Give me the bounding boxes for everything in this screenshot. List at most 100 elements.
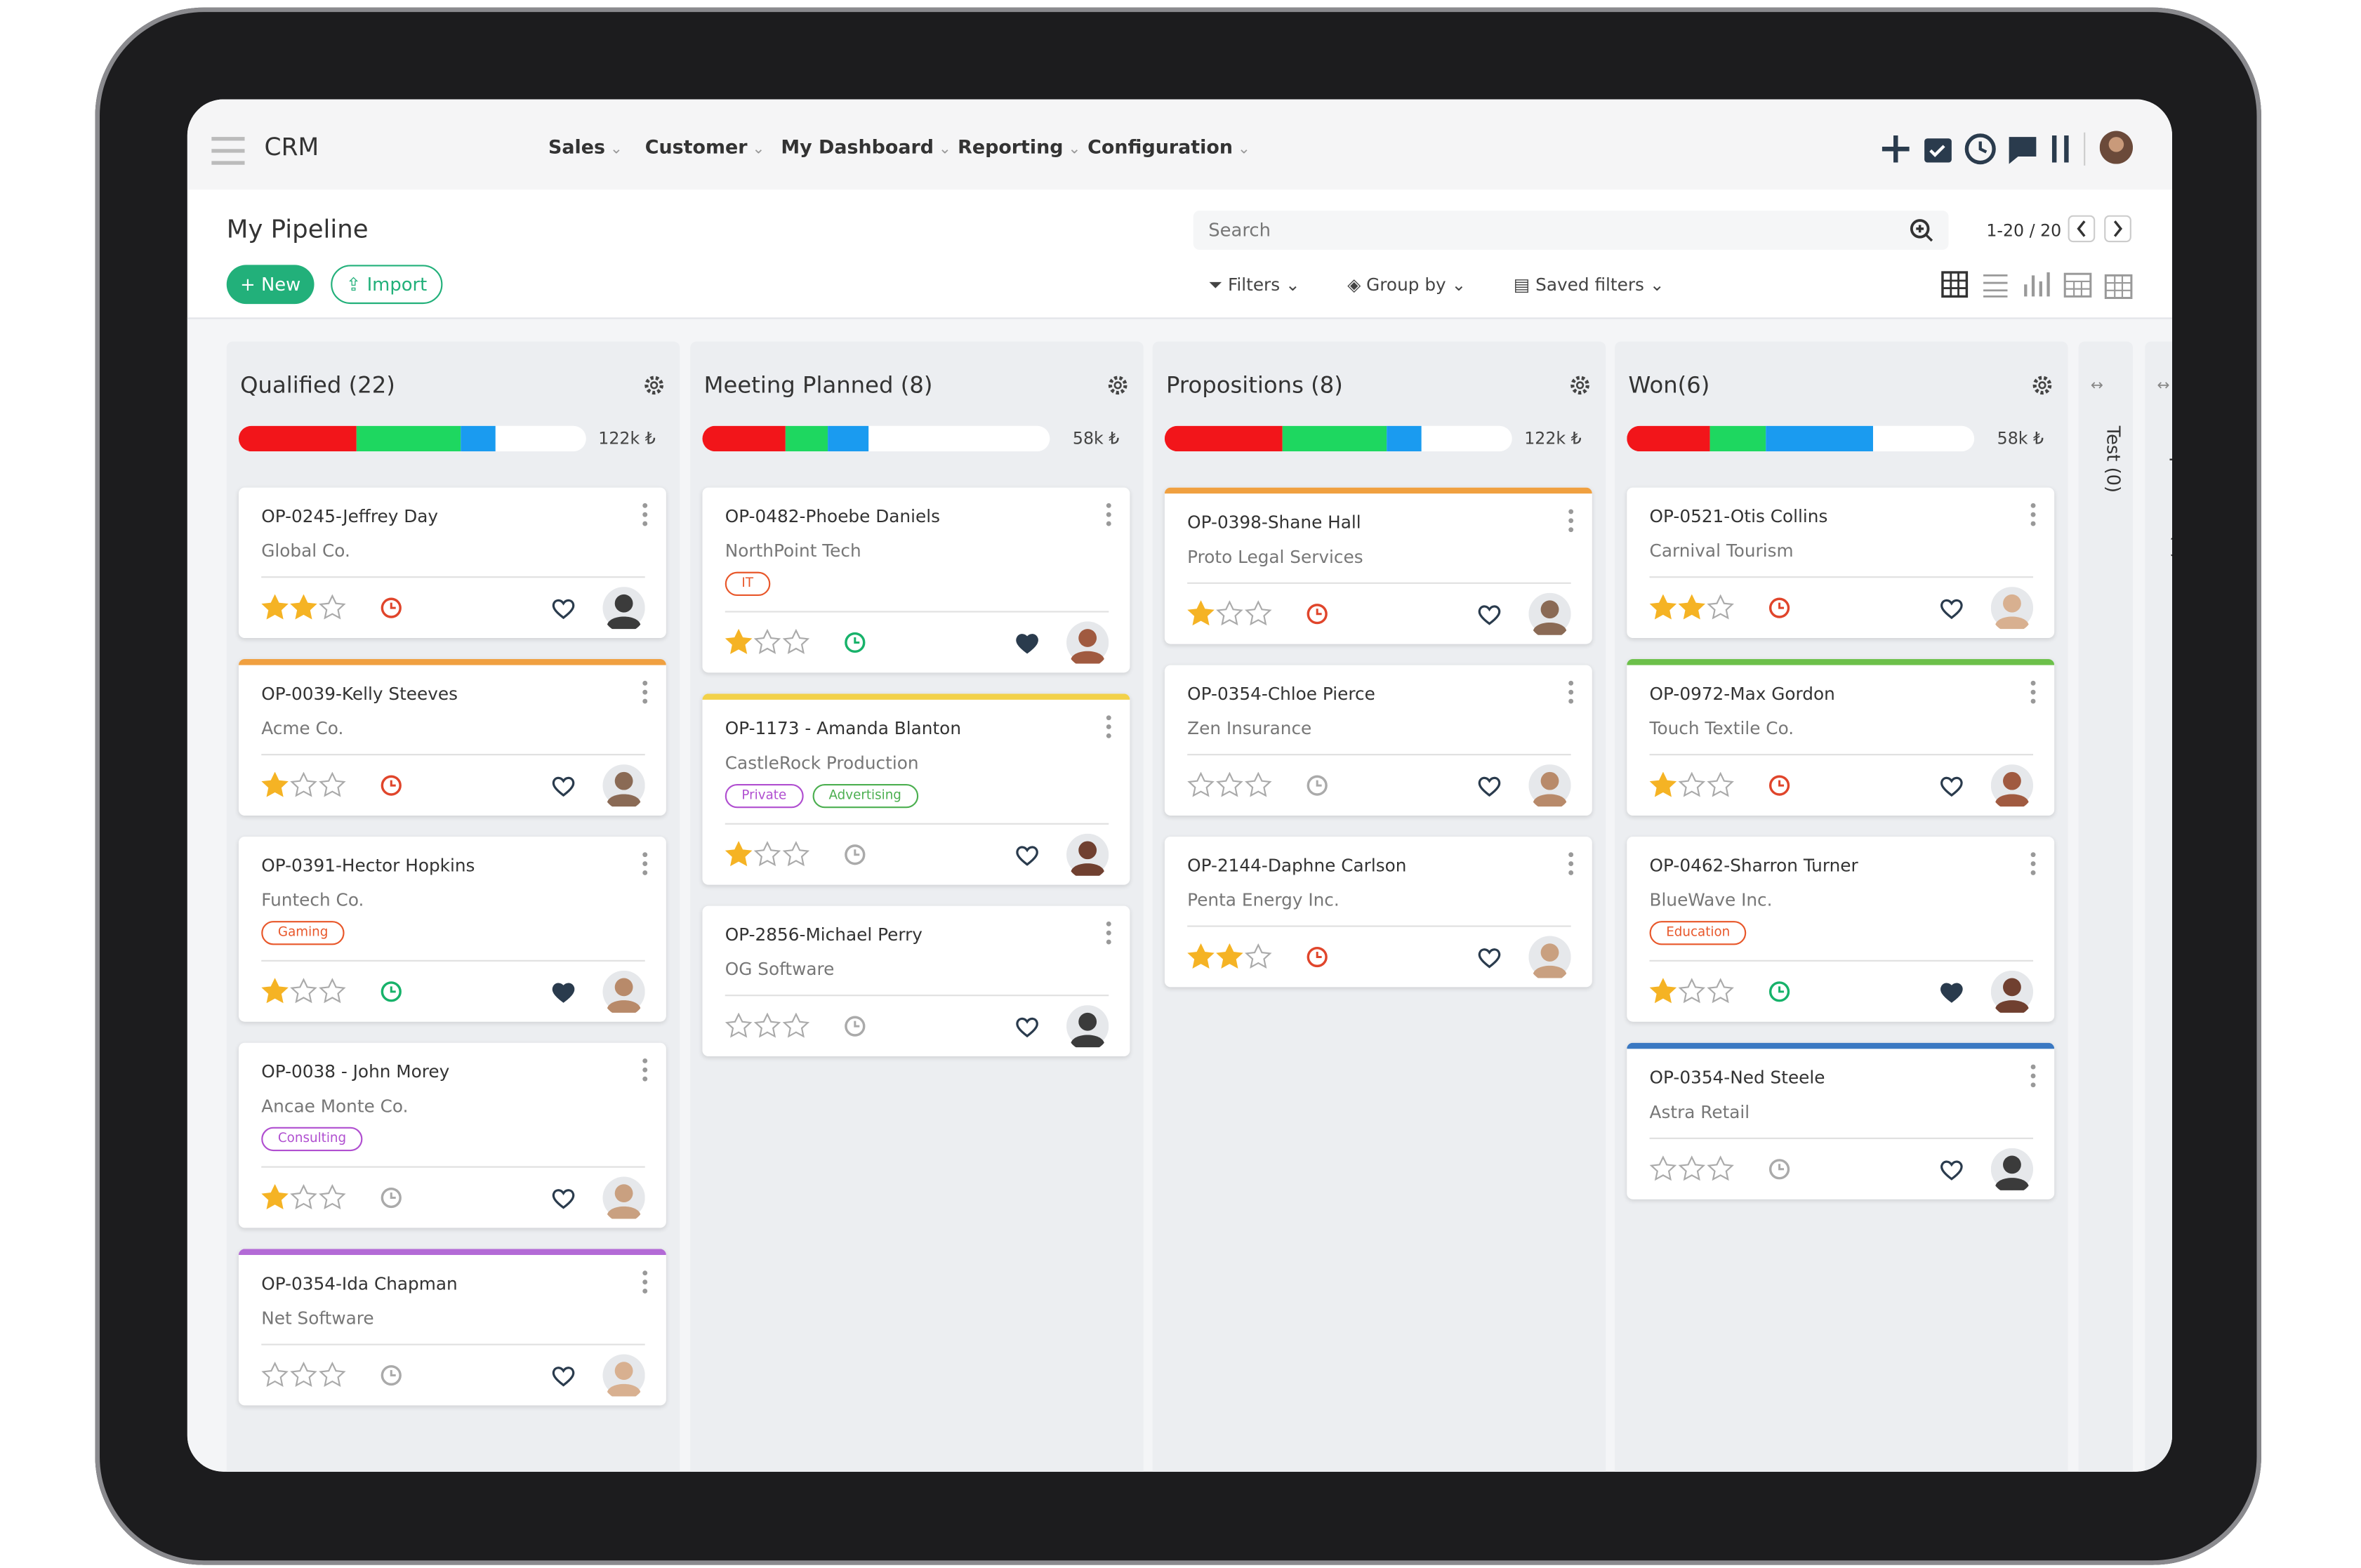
rating[interactable]: [725, 841, 816, 868]
opportunity-card[interactable]: OP-0462-Sharron Turner BlueWave Inc. Educa…: [1627, 837, 2055, 1022]
group-by[interactable]: ◈ Group by ⌄: [1347, 274, 1467, 295]
column-settings[interactable]: [1570, 375, 1591, 396]
opportunity-card[interactable]: OP-0972-Max Gordon Touch Textile Co.: [1627, 659, 2055, 816]
opportunity-card[interactable]: OP-1173 - Amanda Blanton CastleRock Produ…: [702, 693, 1130, 885]
card-menu[interactable]: [2030, 680, 2037, 707]
assignee-avatar[interactable]: [1990, 764, 2034, 807]
activity-clock[interactable]: [379, 1185, 403, 1209]
opportunity-card[interactable]: OP-0398-Shane Hall Proto Legal Services: [1164, 487, 1592, 644]
assignee-avatar[interactable]: [1528, 936, 1571, 978]
card-menu[interactable]: [1106, 503, 1112, 530]
opportunity-card[interactable]: OP-0391-Hector Hopkins Funtech Co. Gaming: [238, 837, 666, 1022]
assignee-avatar[interactable]: [1990, 1148, 2034, 1190]
filters[interactable]: ⏷ Filters ⌄: [1208, 274, 1300, 295]
favorite[interactable]: [1940, 981, 1964, 1003]
assignee-avatar[interactable]: [602, 764, 645, 807]
favorite[interactable]: [1015, 1015, 1039, 1037]
rating[interactable]: [261, 1362, 352, 1389]
favorite[interactable]: [1940, 597, 1964, 619]
assignee-avatar[interactable]: [1066, 833, 1109, 876]
card-menu[interactable]: [1106, 921, 1112, 948]
favorite[interactable]: [1940, 1158, 1964, 1181]
assignee-avatar[interactable]: [1990, 587, 2034, 630]
rating[interactable]: [1187, 771, 1278, 799]
favorite[interactable]: [551, 1364, 575, 1386]
activity-clock[interactable]: [1767, 773, 1791, 797]
activity-clock[interactable]: [843, 843, 867, 867]
rating[interactable]: [1649, 594, 1740, 622]
rating[interactable]: [261, 771, 352, 799]
rating[interactable]: [1187, 943, 1278, 971]
rating[interactable]: [725, 629, 816, 656]
activity-clock[interactable]: [843, 1014, 867, 1038]
card-menu[interactable]: [642, 1058, 648, 1085]
favorite[interactable]: [551, 1186, 575, 1209]
saved-filters[interactable]: ▤ Saved filters ⌄: [1513, 274, 1665, 295]
assignee-avatar[interactable]: [602, 587, 645, 630]
favorite[interactable]: [1477, 603, 1501, 625]
pager-arrows[interactable]: [2068, 215, 2136, 246]
assignee-avatar[interactable]: [1528, 592, 1571, 635]
import-button[interactable]: ⇪ Import: [331, 265, 442, 305]
rating[interactable]: [725, 1012, 816, 1040]
opportunity-card[interactable]: OP-2856-Michael Perry OG Software: [702, 905, 1130, 1057]
rating[interactable]: [1649, 1155, 1740, 1183]
opportunity-card[interactable]: OP-0482-Phoebe Daniels NorthPoint Tech IT: [702, 487, 1130, 673]
menu-item[interactable]: Reporting ⌄: [958, 135, 1080, 158]
opportunity-card[interactable]: OP-0038 - John Morey Ancae Monte Co. Consu…: [238, 1042, 666, 1228]
card-menu[interactable]: [2030, 851, 2037, 879]
card-menu[interactable]: [2030, 503, 2037, 530]
card-menu[interactable]: [642, 851, 648, 879]
activity-clock[interactable]: [379, 596, 403, 620]
menu-toggle[interactable]: [211, 135, 245, 166]
favorite[interactable]: [551, 981, 575, 1003]
favorite[interactable]: [1477, 774, 1501, 797]
view-switcher[interactable]: [1941, 271, 2138, 301]
opportunity-card[interactable]: OP-0354-Ida Chapman Net Software: [238, 1249, 666, 1406]
search-box[interactable]: Search: [1193, 211, 1949, 250]
card-menu[interactable]: [1568, 851, 1574, 879]
opportunity-card[interactable]: OP-0354-Chloe Pierce Zen Insurance: [1164, 665, 1592, 816]
rating[interactable]: [1649, 771, 1740, 799]
card-menu[interactable]: [642, 1270, 648, 1297]
card-menu[interactable]: [1106, 715, 1112, 742]
activity-clock[interactable]: [1767, 596, 1791, 620]
column-settings[interactable]: [644, 375, 665, 396]
assignee-avatar[interactable]: [1066, 1005, 1109, 1048]
card-menu[interactable]: [2030, 1064, 2037, 1091]
activity-clock[interactable]: [379, 1363, 403, 1387]
rating[interactable]: [261, 978, 352, 1006]
rating[interactable]: [1649, 978, 1740, 1006]
column-settings[interactable]: [1107, 375, 1128, 396]
opportunity-card[interactable]: OP-2144-Daphne Carlson Penta Energy Inc.: [1164, 837, 1592, 988]
rating[interactable]: [261, 594, 352, 622]
column-settings[interactable]: [2032, 375, 2053, 396]
opportunity-card[interactable]: OP-0521-Otis Collins Carnival Tourism: [1627, 487, 2055, 639]
activity-clock[interactable]: [379, 773, 403, 797]
rating[interactable]: [261, 1184, 352, 1211]
activity-clock[interactable]: [1305, 945, 1329, 969]
favorite[interactable]: [551, 774, 575, 797]
activity-clock[interactable]: [379, 980, 403, 1004]
menu-item[interactable]: Sales ⌄: [548, 135, 623, 158]
card-menu[interactable]: [642, 680, 648, 707]
activity-clock[interactable]: [843, 630, 867, 654]
rating[interactable]: [1187, 600, 1278, 627]
menu-item[interactable]: Customer ⌄: [645, 135, 765, 158]
favorite[interactable]: [1940, 774, 1964, 797]
favorite[interactable]: [551, 597, 575, 619]
assignee-avatar[interactable]: [602, 970, 645, 1013]
activity-clock[interactable]: [1767, 1157, 1791, 1181]
assignee-avatar[interactable]: [1528, 764, 1571, 807]
assignee-avatar[interactable]: [1066, 621, 1109, 664]
new-button[interactable]: + New: [226, 265, 315, 305]
menu-item[interactable]: My Dashboard ⌄: [781, 135, 951, 158]
opportunity-card[interactable]: OP-0039-Kelly Steeves Acme Co.: [238, 659, 666, 816]
card-menu[interactable]: [642, 503, 648, 530]
favorite[interactable]: [1477, 945, 1501, 968]
activity-clock[interactable]: [1767, 980, 1791, 1004]
card-menu[interactable]: [1568, 509, 1574, 536]
card-menu[interactable]: [1568, 680, 1574, 707]
activity-clock[interactable]: [1305, 602, 1329, 626]
assignee-avatar[interactable]: [602, 1176, 645, 1219]
